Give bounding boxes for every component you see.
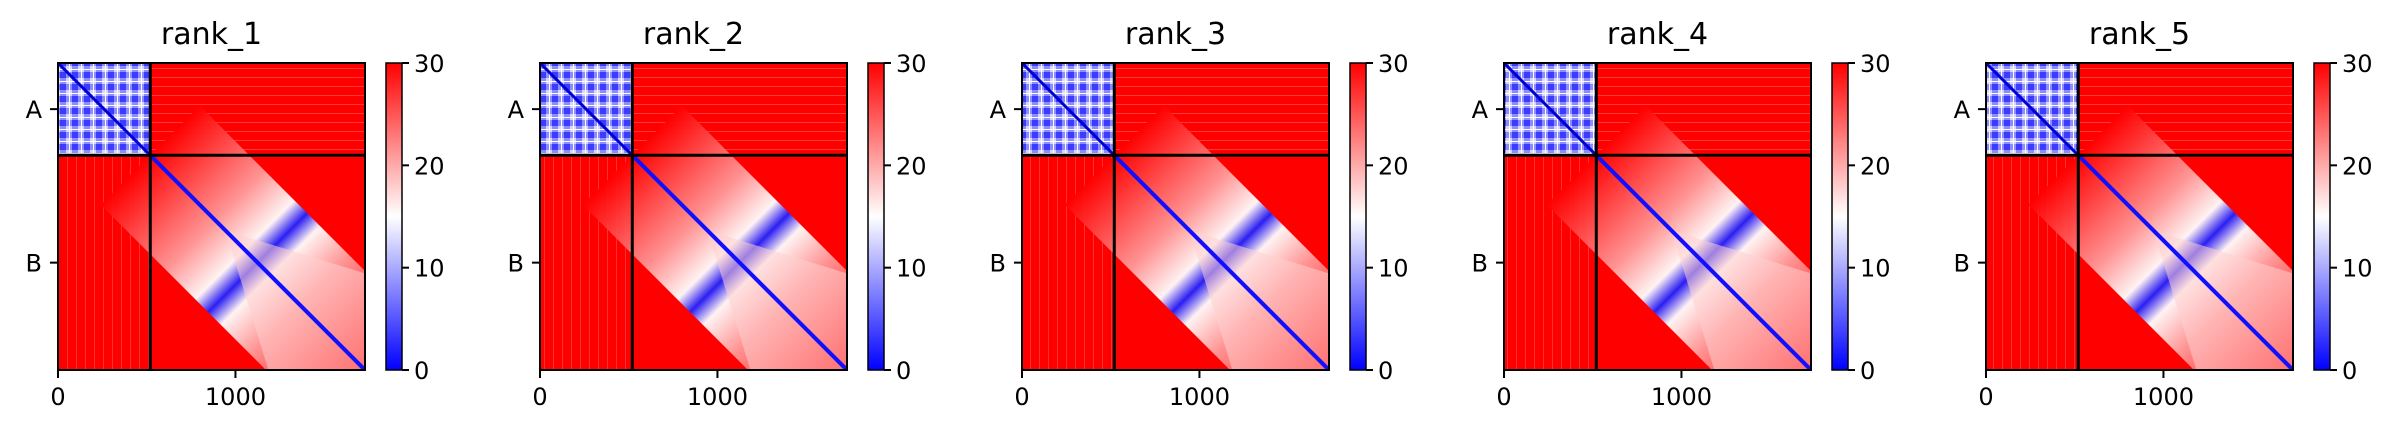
x-tick-label: 0 — [50, 383, 65, 411]
colorbar-tick-label: 0 — [896, 357, 911, 385]
plot-frame — [539, 62, 848, 371]
colorbar-frame — [385, 62, 403, 371]
block-b-b — [2028, 105, 2293, 370]
diagonal-a — [1986, 63, 2080, 157]
y-tick-label: B — [26, 250, 42, 278]
block-b-b — [100, 105, 365, 370]
block-b-b — [582, 105, 847, 370]
plot-frame — [57, 62, 366, 371]
colorbar: 0 10 20 30 — [385, 50, 445, 385]
colorbar-tick-label: 20 — [414, 152, 445, 180]
y-tick-label: B — [1954, 250, 1970, 278]
colorbar-frame — [2313, 62, 2331, 371]
colorbar-frame — [867, 62, 885, 371]
colorbar-tick-label: 10 — [1378, 255, 1409, 283]
heatmap-image — [1504, 63, 1811, 370]
colorbar-tick-label: 10 — [414, 255, 445, 283]
heatmap-panel-4: rank_4 0 1000 A B 0 10 20 30 — [1472, 17, 1891, 411]
colorbar-gradient — [2314, 63, 2330, 370]
panel-title: rank_5 — [2089, 17, 2190, 52]
heatmap-image — [540, 63, 847, 370]
colorbar-tick-label: 30 — [2342, 50, 2373, 78]
colorbar: 0 10 20 30 — [2313, 50, 2373, 385]
plot-frame — [1503, 62, 1812, 371]
colorbar-gradient — [386, 63, 402, 370]
colorbar: 0 10 20 30 — [867, 50, 927, 385]
colorbar-tick-label: 20 — [896, 152, 927, 180]
diagonal-a — [1022, 63, 1116, 157]
colorbar-tick-label: 0 — [1860, 357, 1875, 385]
diagonal-a — [540, 63, 634, 157]
y-tick-label: B — [1472, 250, 1488, 278]
y-tick-label: A — [990, 96, 1007, 124]
heatmap-panel-2: rank_2 0 1000 A B 0 10 20 30 — [508, 17, 927, 411]
heatmap-image — [1022, 63, 1329, 370]
y-tick-label: A — [508, 96, 525, 124]
colorbar: 0 10 20 30 — [1349, 50, 1409, 385]
y-tick-label: B — [990, 250, 1006, 278]
x-tick-label: 1000 — [2133, 383, 2194, 411]
heatmap-panel-1: rank_1 0 1000 A B 0 10 20 30 — [26, 17, 445, 411]
colorbar-tick-label: 0 — [1378, 357, 1393, 385]
colorbar-tick-label: 20 — [2342, 152, 2373, 180]
panel-title: rank_4 — [1607, 17, 1708, 52]
y-tick-label: A — [1472, 96, 1489, 124]
x-tick-label: 1000 — [1651, 383, 1712, 411]
colorbar-tick-label: 30 — [414, 50, 445, 78]
colorbar-gradient — [1832, 63, 1848, 370]
colorbar-tick-label: 30 — [1860, 50, 1891, 78]
colorbar-tick-label: 10 — [1860, 255, 1891, 283]
colorbar-frame — [1831, 62, 1849, 371]
x-tick-label: 0 — [1014, 383, 1029, 411]
x-tick-label: 0 — [532, 383, 547, 411]
heatmap-image — [1986, 63, 2293, 370]
plot-frame — [1985, 62, 2294, 371]
colorbar-tick-label: 30 — [896, 50, 927, 78]
colorbar-tick-label: 0 — [2342, 357, 2357, 385]
y-tick-label: B — [508, 250, 524, 278]
colorbar-tick-label: 10 — [896, 255, 927, 283]
colorbar-tick-label: 10 — [2342, 255, 2373, 283]
heatmap-image — [58, 63, 365, 370]
diagonal-a — [1504, 63, 1598, 157]
plot-frame — [1021, 62, 1330, 371]
panel-title: rank_3 — [1125, 17, 1226, 52]
panel-title: rank_1 — [161, 17, 262, 52]
y-tick-label: A — [26, 96, 43, 124]
colorbar-tick-label: 20 — [1860, 152, 1891, 180]
y-tick-label: A — [1954, 96, 1971, 124]
x-tick-label: 1000 — [687, 383, 748, 411]
panel-title: rank_2 — [643, 17, 744, 52]
colorbar-gradient — [868, 63, 884, 370]
x-tick-label: 0 — [1496, 383, 1511, 411]
colorbar-frame — [1349, 62, 1367, 371]
colorbar-tick-label: 20 — [1378, 152, 1409, 180]
x-tick-label: 1000 — [1169, 383, 1230, 411]
x-tick-label: 0 — [1978, 383, 1993, 411]
heatmap-panel-5: rank_5 0 1000 A B 0 10 20 30 — [1954, 17, 2373, 411]
block-b-b — [1064, 105, 1329, 370]
colorbar-tick-label: 30 — [1378, 50, 1409, 78]
colorbar-tick-label: 0 — [414, 357, 429, 385]
diagonal-a — [58, 63, 152, 157]
colorbar-gradient — [1350, 63, 1366, 370]
x-tick-label: 1000 — [205, 383, 266, 411]
colorbar: 0 10 20 30 — [1831, 50, 1891, 385]
heatmap-panel-3: rank_3 0 1000 A B 0 10 20 30 — [990, 17, 1409, 411]
block-b-b — [1546, 105, 1811, 370]
